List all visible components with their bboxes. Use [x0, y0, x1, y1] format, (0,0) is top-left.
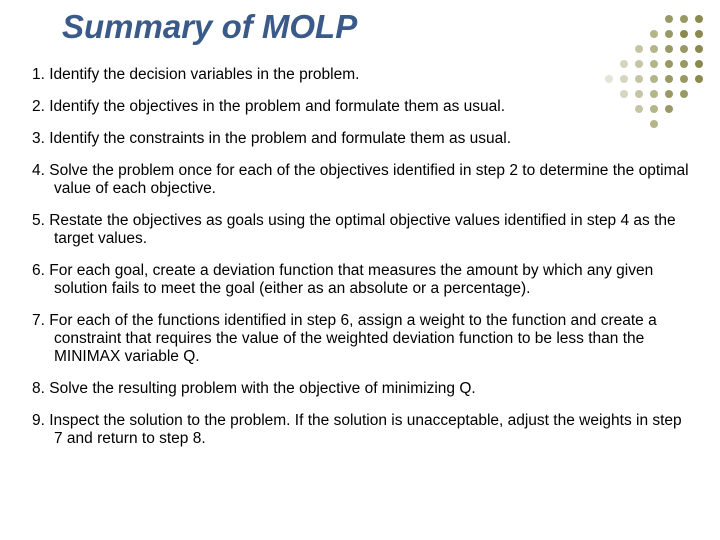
item-number: 3. — [32, 130, 49, 147]
list-item: 3. Identify the constraints in the probl… — [32, 130, 690, 148]
list-item: 7. For each of the functions identified … — [32, 312, 690, 366]
decoration-dot — [695, 60, 703, 68]
decoration-dot — [695, 75, 703, 83]
item-text: Identify the constraints in the problem … — [49, 130, 511, 147]
decoration-dot — [680, 30, 688, 38]
item-number: 8. — [32, 380, 49, 397]
list-item: 6. For each goal, create a deviation fun… — [32, 262, 690, 298]
list-item: 1. Identify the decision variables in th… — [32, 66, 690, 84]
item-number: 6. — [32, 262, 49, 279]
item-number: 1. — [32, 66, 49, 83]
decoration-dot — [695, 45, 703, 53]
item-text: Restate the objectives as goals using th… — [49, 212, 675, 247]
item-number: 5. — [32, 212, 49, 229]
decoration-dot — [680, 15, 688, 23]
list-item: 4. Solve the problem once for each of th… — [32, 162, 690, 198]
item-text: Identify the decision variables in the p… — [49, 66, 359, 83]
summary-list: 1. Identify the decision variables in th… — [32, 66, 690, 462]
item-text: Identify the objectives in the problem a… — [49, 98, 505, 115]
decoration-dot — [650, 30, 658, 38]
item-number: 7. — [32, 312, 49, 329]
item-text: For each goal, create a deviation functi… — [49, 262, 653, 297]
item-text: Solve the resulting problem with the obj… — [49, 380, 475, 397]
decoration-dot — [665, 15, 673, 23]
item-number: 9. — [32, 412, 49, 429]
item-number: 2. — [32, 98, 49, 115]
decoration-dot — [635, 45, 643, 53]
list-item: 9. Inspect the solution to the problem. … — [32, 412, 690, 448]
list-item: 8. Solve the resulting problem with the … — [32, 380, 690, 398]
list-item: 2. Identify the objectives in the proble… — [32, 98, 690, 116]
page-title: Summary of MOLP — [62, 8, 357, 46]
decoration-dot — [680, 45, 688, 53]
list-item: 5. Restate the objectives as goals using… — [32, 212, 690, 248]
decoration-dot — [650, 45, 658, 53]
decoration-dot — [695, 15, 703, 23]
item-number: 4. — [32, 162, 49, 179]
item-text: For each of the functions identified in … — [49, 312, 656, 365]
decoration-dot — [695, 30, 703, 38]
item-text: Inspect the solution to the problem. If … — [49, 412, 681, 447]
item-text: Solve the problem once for each of the o… — [49, 162, 688, 197]
decoration-dot — [665, 30, 673, 38]
decoration-dot — [665, 45, 673, 53]
